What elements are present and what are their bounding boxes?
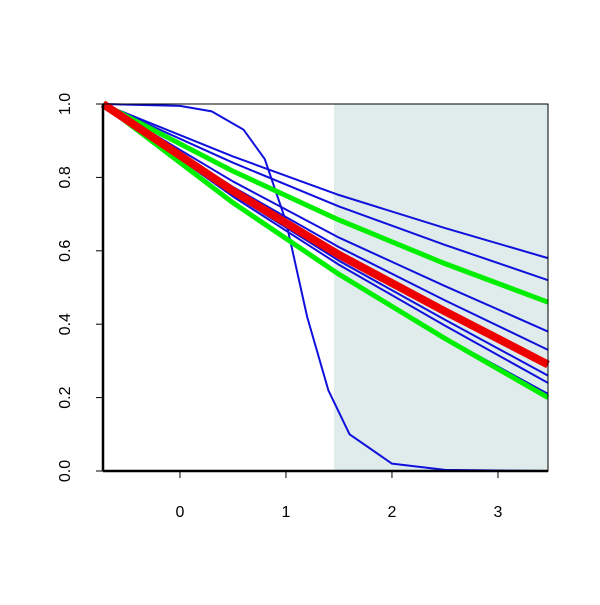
curve	[101, 102, 550, 400]
curve	[100, 100, 550, 369]
x-tick-label: 0	[176, 504, 185, 521]
x-tick-label: 3	[494, 504, 503, 521]
y-tick-label: 1.0	[57, 93, 74, 115]
curve	[102, 103, 549, 333]
x-tick-label: 2	[388, 504, 397, 521]
curve	[102, 103, 549, 472]
y-tick-label: 0.8	[57, 166, 74, 188]
y-tick-label: 0.0	[57, 460, 74, 482]
y-tick-label: 0.6	[57, 240, 74, 262]
y-tick-label: 0.4	[57, 313, 74, 335]
shaded-region	[333, 104, 548, 471]
y-tick-label: 0.2	[57, 386, 74, 408]
x-tick-label: 1	[282, 504, 291, 521]
curve	[102, 103, 549, 282]
curve	[101, 101, 549, 305]
curve	[102, 103, 549, 260]
